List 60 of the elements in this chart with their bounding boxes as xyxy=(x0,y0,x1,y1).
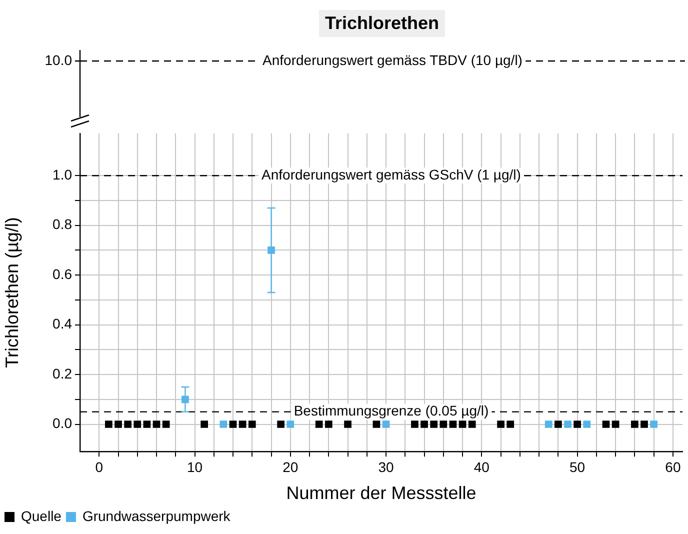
ref-line-label: Anforderungswert gemäss GSchV (1 µg/l) xyxy=(262,166,521,183)
point xyxy=(124,420,132,428)
point xyxy=(458,420,466,428)
point xyxy=(162,420,170,428)
legend-label: Quelle xyxy=(21,508,62,524)
x-tick-label: 0 xyxy=(95,458,104,475)
point xyxy=(411,420,418,428)
text: 10.0 xyxy=(44,52,72,68)
point xyxy=(248,420,256,428)
point xyxy=(324,420,332,428)
text: Trichlorethen xyxy=(318,10,446,37)
point xyxy=(497,420,504,428)
point xyxy=(277,420,285,428)
ref-line-label: Bestimmungsgrenze (0.05 µg/l) xyxy=(294,402,489,419)
text: Anforderungswert gemäss TBDV (10 µg/l) xyxy=(262,52,522,68)
point xyxy=(220,420,228,428)
point xyxy=(468,420,476,428)
point xyxy=(631,420,638,428)
y-tick-label: 0.6 xyxy=(52,266,72,282)
point xyxy=(564,420,572,428)
legend-label: Grundwasserpumpwerk xyxy=(82,508,232,524)
point xyxy=(430,420,438,428)
point xyxy=(344,420,352,428)
point xyxy=(583,420,591,428)
x-tick-label: 10 xyxy=(186,458,203,475)
x-tick-label: 30 xyxy=(378,458,394,475)
point xyxy=(200,420,208,428)
y-tick-label: 0.0 xyxy=(52,415,72,432)
point xyxy=(640,420,648,428)
point xyxy=(574,420,581,428)
x-tick-label: 20 xyxy=(282,458,298,475)
point xyxy=(420,420,428,428)
point xyxy=(506,420,514,428)
x-tick-label: 50 xyxy=(570,458,586,475)
y-tick-label: 1.0 xyxy=(52,166,72,183)
point xyxy=(238,420,246,428)
point xyxy=(602,420,610,428)
point xyxy=(114,420,122,428)
point xyxy=(554,420,562,428)
point xyxy=(152,420,160,428)
point xyxy=(143,420,151,428)
x-tick-label: 60 xyxy=(665,458,681,475)
point xyxy=(105,420,112,428)
point xyxy=(449,420,457,428)
y-axis-title: Trichlorethen (µg/l) xyxy=(2,217,22,368)
point xyxy=(382,420,390,428)
point xyxy=(286,420,294,428)
y-tick-label: 0.8 xyxy=(52,216,72,232)
point xyxy=(544,420,552,428)
point xyxy=(650,420,658,428)
x-tick-label: 40 xyxy=(474,458,490,475)
y-tick-label: 0.2 xyxy=(52,365,72,382)
point xyxy=(134,420,142,428)
point xyxy=(440,420,448,428)
point xyxy=(372,420,380,428)
point xyxy=(612,420,620,428)
x-axis-title: Nummer der Messstelle xyxy=(286,483,476,504)
point xyxy=(229,420,237,428)
point xyxy=(315,420,323,428)
y-tick-label: 0.4 xyxy=(52,316,72,332)
